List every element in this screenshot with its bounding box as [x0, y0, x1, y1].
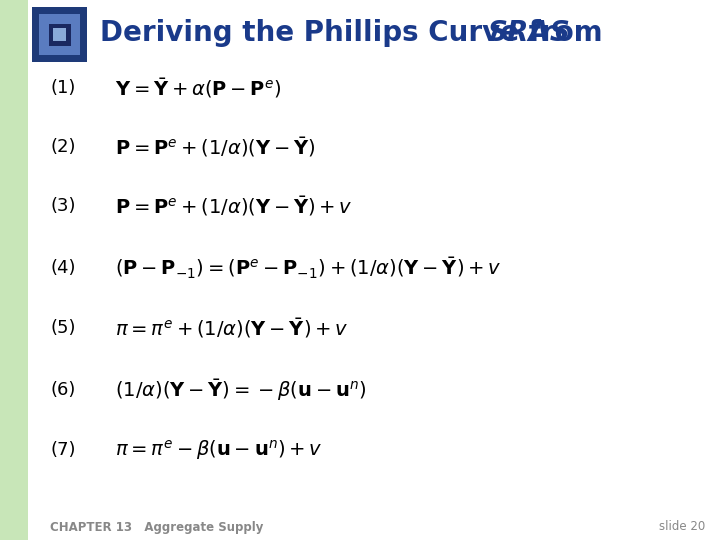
Text: slide 20: slide 20	[659, 521, 705, 534]
Bar	[53, 28, 66, 41]
Text: $\pi = \pi^{e} + (1/\alpha)(\mathbf{Y} - \bar{\mathbf{Y}}) + v$: $\pi = \pi^{e} + (1/\alpha)(\mathbf{Y} -…	[115, 316, 348, 340]
Text: $\mathbf{P} = \mathbf{P}^{e} + (1/\alpha)(\mathbf{Y} - \bar{\mathbf{Y}}) + v$: $\mathbf{P} = \mathbf{P}^{e} + (1/\alpha…	[115, 194, 353, 218]
Text: CHAPTER 13   Aggregate Supply: CHAPTER 13 Aggregate Supply	[50, 521, 264, 534]
Text: $(1/\alpha)(\mathbf{Y} - \bar{\mathbf{Y}}) = -\beta(\mathbf{u} - \mathbf{u}^{n}): $(1/\alpha)(\mathbf{Y} - \bar{\mathbf{Y}…	[115, 377, 366, 403]
Text: (3): (3)	[50, 197, 76, 215]
Bar	[48, 24, 71, 45]
Text: Deriving the Phillips Curve from: Deriving the Phillips Curve from	[100, 19, 612, 47]
Bar	[0, 0, 28, 540]
Text: (1): (1)	[50, 79, 76, 97]
Bar	[32, 7, 87, 62]
Bar	[39, 14, 80, 55]
Text: $\pi = \pi^{e} - \beta(\mathbf{u} - \mathbf{u}^{n}) + v$: $\pi = \pi^{e} - \beta(\mathbf{u} - \mat…	[115, 438, 323, 462]
Text: (6): (6)	[50, 381, 76, 399]
Text: (7): (7)	[50, 441, 76, 459]
Text: (5): (5)	[50, 319, 76, 337]
Text: $(\mathbf{P} - \mathbf{P}_{-1}) = (\mathbf{P}^{e} - \mathbf{P}_{-1}) + (1/\alpha: $(\mathbf{P} - \mathbf{P}_{-1}) = (\math…	[115, 255, 501, 281]
Text: SRAS: SRAS	[488, 19, 571, 47]
Text: $\mathbf{P} = \mathbf{P}^{e} + (1/\alpha)(\mathbf{Y} - \bar{\mathbf{Y}})$: $\mathbf{P} = \mathbf{P}^{e} + (1/\alpha…	[115, 135, 315, 159]
Text: (2): (2)	[50, 138, 76, 156]
Text: (4): (4)	[50, 259, 76, 277]
Text: $\mathbf{Y} = \bar{\mathbf{Y}} + \alpha(\mathbf{P} - \mathbf{P}^{e})$: $\mathbf{Y} = \bar{\mathbf{Y}} + \alpha(…	[115, 76, 282, 100]
